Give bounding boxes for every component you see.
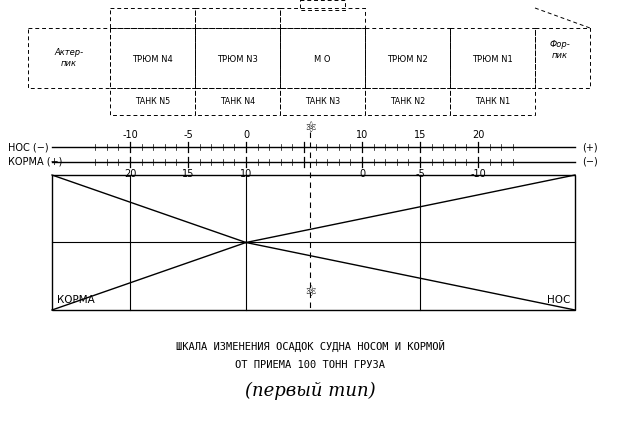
Text: Актер-
пик: Актер- пик bbox=[54, 48, 84, 68]
Text: -10: -10 bbox=[470, 169, 486, 179]
Text: 10: 10 bbox=[356, 130, 368, 140]
Text: ⚛: ⚛ bbox=[304, 285, 316, 299]
Text: ТРЮМ N3: ТРЮМ N3 bbox=[217, 55, 258, 64]
Text: М О: М О bbox=[314, 55, 331, 64]
Text: 20: 20 bbox=[124, 169, 136, 179]
Text: ОТ ПРИЕМА 100 ТОНН ГРУЗА: ОТ ПРИЕМА 100 ТОНН ГРУЗА bbox=[235, 360, 385, 370]
Text: ТАНК N3: ТАНК N3 bbox=[305, 96, 340, 105]
Text: 0: 0 bbox=[243, 130, 249, 140]
Text: ТАНК N2: ТАНК N2 bbox=[390, 96, 425, 105]
Text: Фор-
пик: Фор- пик bbox=[550, 40, 570, 60]
Bar bbox=[52, 175, 575, 310]
Text: ⚛: ⚛ bbox=[304, 121, 316, 135]
Text: КОРМА (+): КОРМА (+) bbox=[8, 157, 63, 167]
Text: ШКАЛА ИЗМЕНЕНИЯ ОСАДОК СУДНА НОСОМ И КОРМОЙ: ШКАЛА ИЗМЕНЕНИЯ ОСАДОК СУДНА НОСОМ И КОР… bbox=[176, 340, 444, 352]
Text: ТРЮМ N1: ТРЮМ N1 bbox=[472, 55, 513, 64]
Text: ТРЮМ N2: ТРЮМ N2 bbox=[387, 55, 427, 64]
Text: (первый тип): (первый тип) bbox=[245, 382, 375, 400]
Text: НОС: НОС bbox=[547, 295, 570, 305]
Text: ТАНК N4: ТАНК N4 bbox=[220, 96, 255, 105]
Text: -5: -5 bbox=[415, 169, 425, 179]
Text: -5: -5 bbox=[183, 130, 193, 140]
Text: ТРЮМ N4: ТРЮМ N4 bbox=[132, 55, 172, 64]
Text: 15: 15 bbox=[414, 130, 426, 140]
Text: ТАНК N1: ТАНК N1 bbox=[475, 96, 510, 105]
Text: 15: 15 bbox=[182, 169, 194, 179]
Text: НОС (−): НОС (−) bbox=[8, 142, 49, 152]
Text: 10: 10 bbox=[240, 169, 252, 179]
Text: ТАНК N5: ТАНК N5 bbox=[135, 96, 170, 105]
Text: -10: -10 bbox=[122, 130, 138, 140]
Text: КОРМА: КОРМА bbox=[57, 295, 95, 305]
Text: 20: 20 bbox=[472, 130, 484, 140]
Text: 0: 0 bbox=[359, 169, 365, 179]
Text: (+): (+) bbox=[582, 142, 597, 152]
Text: (−): (−) bbox=[582, 157, 598, 167]
